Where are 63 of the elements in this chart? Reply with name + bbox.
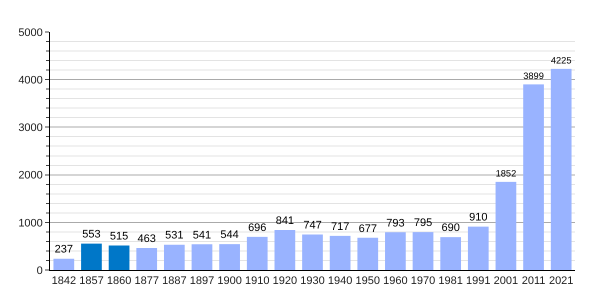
bar xyxy=(219,244,240,270)
y-tick-label: 5000 xyxy=(18,26,43,39)
bar xyxy=(136,248,158,270)
bar xyxy=(330,236,350,270)
x-tick-label: 1910 xyxy=(245,275,270,288)
x-tick-label: 2001 xyxy=(494,275,518,288)
bar xyxy=(302,234,323,270)
bar xyxy=(496,182,516,270)
x-tick-label: 2021 xyxy=(548,275,574,288)
data-label: 553 xyxy=(82,228,101,241)
data-label: 841 xyxy=(276,214,294,227)
x-tick-label: 1970 xyxy=(410,275,436,288)
data-label: 515 xyxy=(110,230,128,242)
x-tick-label: 1960 xyxy=(383,275,408,288)
data-label: 677 xyxy=(358,222,377,235)
x-tick-label: 1857 xyxy=(79,275,104,288)
bar xyxy=(385,232,406,270)
data-label: 747 xyxy=(303,219,322,232)
x-tick-label: 1950 xyxy=(356,275,380,288)
bar xyxy=(274,230,296,270)
data-label: 690 xyxy=(441,222,460,234)
bar xyxy=(192,244,212,270)
x-tick-label: 1897 xyxy=(190,275,214,288)
x-tick-label: 1860 xyxy=(106,275,132,288)
y-tick-label: 2000 xyxy=(18,170,43,182)
data-label: 541 xyxy=(192,229,212,242)
x-tick-label: 1900 xyxy=(217,275,242,288)
x-tick-label: 1920 xyxy=(272,275,298,288)
x-tick-label: 2011 xyxy=(522,275,546,288)
bar xyxy=(246,236,268,270)
bar xyxy=(164,244,185,270)
data-label: 910 xyxy=(469,212,488,224)
x-tick-label: 1940 xyxy=(328,275,352,288)
data-label: 1852 xyxy=(496,168,516,178)
x-tick-label: 1842 xyxy=(52,275,76,288)
y-tick-label: 3000 xyxy=(18,122,43,134)
data-label: 531 xyxy=(165,230,184,242)
data-label: 544 xyxy=(220,229,239,242)
bar xyxy=(357,238,378,270)
y-tick-label: 4000 xyxy=(18,74,43,86)
y-tick-label: 0 xyxy=(36,264,43,277)
bar xyxy=(440,237,462,270)
y-tick-label: 1000 xyxy=(18,217,43,230)
data-label: 696 xyxy=(248,222,266,234)
bar xyxy=(412,232,434,270)
x-tick-label: 1887 xyxy=(162,275,187,288)
data-label: 237 xyxy=(54,244,73,256)
data-label: 717 xyxy=(330,220,350,233)
data-label: 795 xyxy=(414,217,432,230)
bar xyxy=(550,68,572,270)
data-label: 463 xyxy=(138,232,156,245)
bar xyxy=(468,226,489,270)
bar xyxy=(523,84,544,270)
x-tick-label: 1991 xyxy=(466,275,491,288)
data-label: 3899 xyxy=(523,70,544,81)
bar xyxy=(81,244,102,270)
bar xyxy=(108,245,130,270)
bar xyxy=(53,258,74,270)
data-label: 793 xyxy=(386,217,405,230)
x-tick-label: 1877 xyxy=(134,275,159,288)
x-tick-label: 1930 xyxy=(300,275,325,288)
x-tick-label: 1981 xyxy=(438,275,463,288)
data-label: 4225 xyxy=(550,55,572,66)
